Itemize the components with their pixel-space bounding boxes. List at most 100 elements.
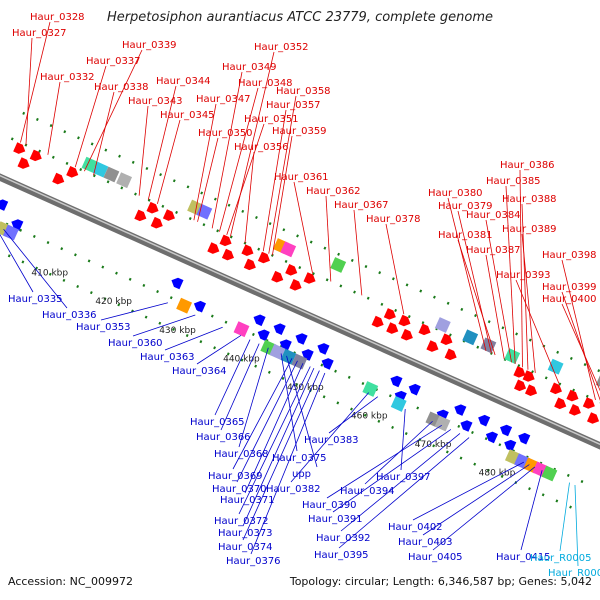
- forward-gene-11: [219, 234, 232, 247]
- reverse-label-leader-8: [220, 343, 260, 431]
- reverse-gene-2: [0, 199, 9, 211]
- reverse-feature-7: [280, 348, 297, 365]
- reverse-label-leader-29: [432, 466, 536, 551]
- reverse-gene-13: [321, 358, 334, 370]
- forward-gene-25: [418, 323, 431, 336]
- reverse-gene-5: [193, 300, 207, 313]
- reverse-label-leader-22: [242, 367, 315, 527]
- forward-label-leader-4: [74, 65, 107, 168]
- forward-label-leader-36: [561, 303, 600, 392]
- forward-label-leader-3: [83, 49, 143, 172]
- forward-feature-2: [92, 161, 109, 178]
- reverse-gene-12: [317, 343, 330, 355]
- forward-label-16: Haur_0358: [276, 86, 331, 97]
- forward-label-leader-13: [193, 103, 217, 221]
- forward-gene-13: [241, 244, 254, 256]
- forward-label-leader-5: [47, 81, 61, 155]
- forward-gene-24: [400, 328, 413, 341]
- scale-label-8: 480 kbp: [479, 469, 516, 479]
- forward-label-leader-6: [93, 91, 115, 176]
- forward-gene-27: [440, 333, 453, 345]
- reverse-label-leader-23: [340, 433, 461, 532]
- forward-gene-2: [17, 157, 30, 169]
- forward-label-leader-7: [147, 85, 177, 200]
- genome-title: Herpetosiphon aurantiacus ATCC 23779, co…: [106, 10, 494, 25]
- reverse-feature-4: [233, 321, 250, 338]
- forward-label-24: Haur_0386: [500, 160, 555, 171]
- forward-gene-6: [134, 209, 147, 222]
- forward-label-34: Haur_0393: [496, 270, 551, 281]
- reverse-gene-23: [504, 439, 517, 452]
- forward-label-30: Haur_0381: [438, 230, 493, 241]
- forward-label-leader-10: [230, 51, 275, 237]
- reverse-label-26: Haur_0376: [226, 556, 281, 567]
- reverse-label-17: Haur_0397: [376, 472, 431, 483]
- forward-label-leader-16: [268, 95, 297, 254]
- reverse-label-7: Haur_0365: [190, 417, 245, 428]
- forward-feature-6: [196, 203, 213, 220]
- reverse-label-leader-16: [244, 363, 304, 494]
- forward-gene-32: [524, 384, 538, 396]
- reverse-label-15: Haur_0382: [266, 484, 321, 495]
- reverse-label-leader-30: [520, 470, 543, 551]
- forward-label-32: Haur_0387: [466, 245, 521, 256]
- forward-feature-3: [103, 166, 120, 183]
- genome-backbone: [0, 173, 600, 450]
- reverse-label-leader-28: [422, 464, 530, 536]
- forward-gene-15: [257, 251, 270, 264]
- forward-label-leader-26: [447, 197, 487, 352]
- forward-gene-17: [285, 263, 298, 276]
- reverse-label-11: Haur_0375: [272, 453, 327, 464]
- forward-label-12: Haur_0348: [238, 78, 293, 89]
- forward-label-35: Haur_0399: [542, 282, 597, 293]
- forward-label-36: Haur_0400: [542, 294, 597, 305]
- forward-label-1: Haur_0328: [30, 12, 85, 23]
- reverse-label-leader-5: [164, 326, 223, 351]
- forward-label-23: Haur_0378: [366, 214, 421, 225]
- reverse-label-leader-9: [328, 396, 379, 434]
- reverse-label-29: Haur_0405: [408, 552, 463, 563]
- forward-gene-19: [303, 272, 316, 284]
- reverse-label-leader-1: [0, 233, 34, 293]
- forward-label-29: Haur_0384: [466, 210, 521, 221]
- forward-feature-4: [116, 172, 133, 189]
- reverse-label-leader-13: [232, 358, 293, 470]
- forward-label-leader-25: [505, 185, 516, 365]
- forward-label-leader-14: [226, 123, 265, 236]
- forward-label-26: Haur_0380: [428, 188, 483, 199]
- reverse-label-20: Haur_0391: [308, 514, 363, 525]
- forward-gene-21: [383, 308, 396, 320]
- reverse-label-24: Haur_0374: [218, 542, 273, 553]
- forward-label-leader-35: [561, 291, 600, 401]
- forward-label-15: Haur_0350: [198, 128, 253, 139]
- forward-label-10: Haur_0352: [254, 42, 309, 53]
- scale-label-2: 420 kbp: [95, 297, 132, 307]
- forward-label-27: Haur_0379: [438, 201, 493, 212]
- reverse-label-leader-25: [338, 437, 470, 549]
- guide-track-4: [0, 250, 578, 512]
- forward-gene-36: [568, 403, 581, 416]
- reverse-label-2: Haur_0336: [42, 310, 97, 321]
- forward-label-18: Haur_0359: [272, 126, 327, 137]
- forward-gene-28: [444, 348, 457, 361]
- reverse-label-25: Haur_0395: [314, 550, 369, 561]
- reverse-feature-10: [390, 395, 407, 412]
- reverse-label-5: Haur_0363: [140, 352, 195, 363]
- forward-gene-33: [549, 382, 562, 395]
- forward-label-leader-2: [25, 37, 33, 146]
- reverse-label-18: Haur_0394: [340, 486, 395, 497]
- reverse-gene-16: [408, 383, 421, 396]
- forward-feature-8: [280, 241, 297, 258]
- forward-gene-26: [426, 340, 439, 352]
- forward-label-31: Haur_0389: [502, 224, 557, 235]
- forward-gene-5: [66, 165, 79, 178]
- reverse-label-leader-27: [412, 461, 525, 521]
- forward-gene-34: [554, 397, 567, 410]
- forward-gene-30: [513, 379, 527, 392]
- reverse-feature-3: [176, 297, 193, 314]
- reverse-gene-18: [454, 404, 467, 416]
- forward-label-leader-27: [457, 210, 492, 354]
- rna-label-1: Haur_R0005: [530, 553, 592, 564]
- guide-track-2: [10, 137, 600, 404]
- forward-label-28: Haur_0388: [502, 194, 557, 205]
